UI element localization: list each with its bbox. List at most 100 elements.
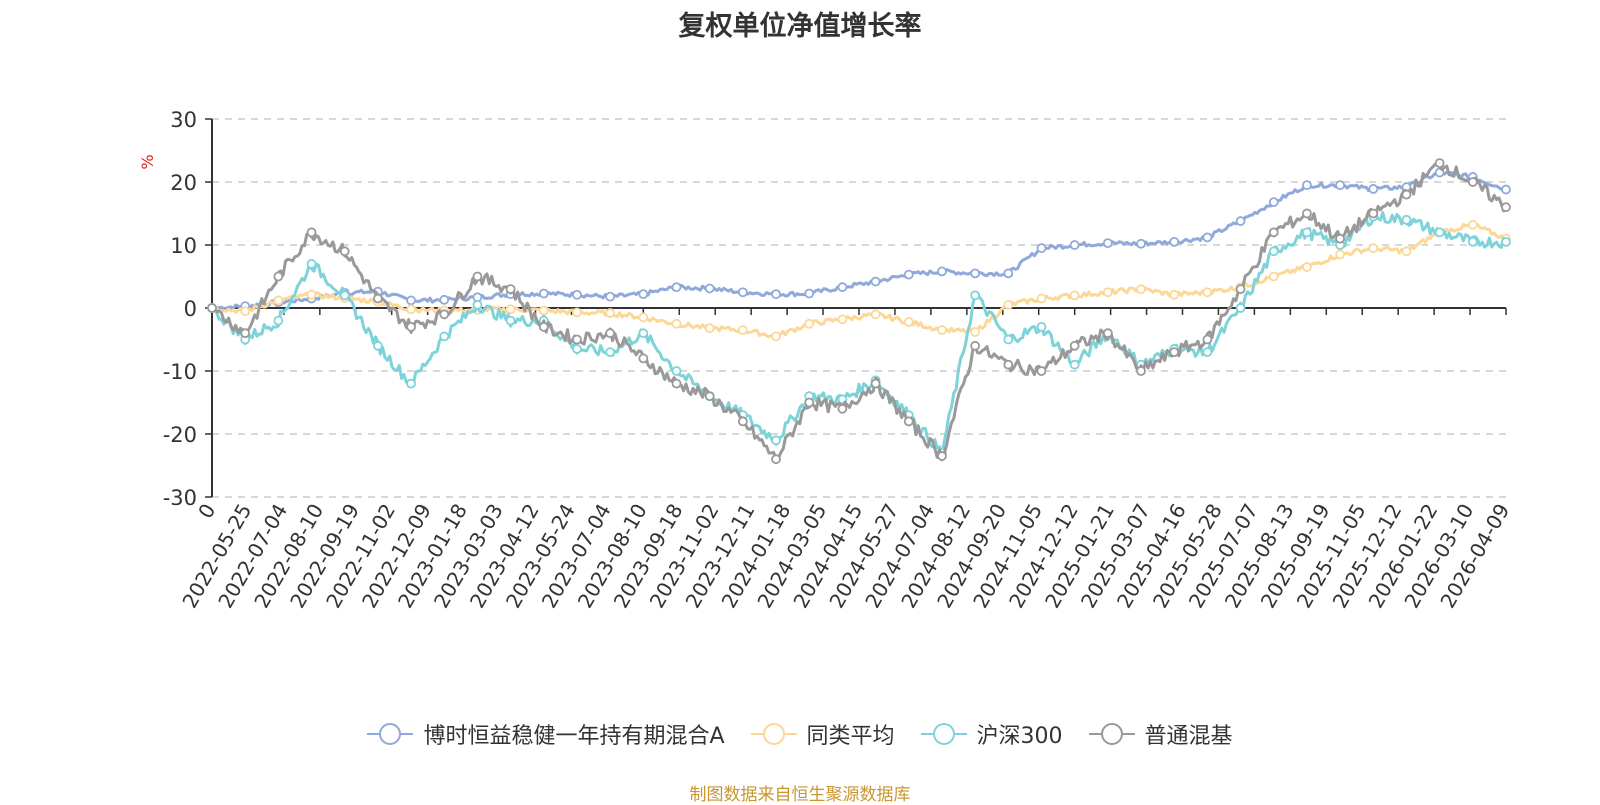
- data-point: [903, 269, 914, 280]
- data-point: [406, 321, 416, 332]
- legend-swatch: [1088, 723, 1135, 745]
- data-point: [704, 391, 715, 402]
- legend-swatch: [367, 723, 414, 745]
- series-line: [211, 161, 1508, 462]
- data-point: [1202, 334, 1213, 345]
- data-point: [273, 271, 284, 282]
- data-point: [870, 276, 881, 287]
- data-point: [1136, 238, 1146, 249]
- data-point: [1335, 180, 1346, 191]
- data-point: [1202, 287, 1213, 298]
- legend-item[interactable]: 沪深300: [920, 718, 1063, 750]
- data-point: [1335, 249, 1346, 260]
- data-point: [406, 304, 416, 315]
- data-point: [1136, 366, 1146, 376]
- data-point: [1102, 287, 1113, 298]
- data-point: [671, 282, 682, 293]
- y-tick-label: -10: [163, 360, 197, 384]
- data-point: [1003, 268, 1014, 279]
- data-point: [572, 307, 582, 318]
- data-point: [1302, 180, 1312, 191]
- legend-item[interactable]: 博时恒益稳健一年持有期混合A: [367, 718, 725, 750]
- data-point: [472, 299, 483, 310]
- data-point: [538, 305, 549, 316]
- data-point: [572, 344, 582, 354]
- y-tick-label: 0: [184, 297, 197, 321]
- data-point: [406, 295, 416, 306]
- data-point: [1368, 184, 1379, 194]
- legend-swatch: [920, 723, 967, 745]
- data-point: [1069, 340, 1080, 351]
- data-point: [1069, 359, 1080, 370]
- data-point: [671, 378, 682, 389]
- data-point: [505, 315, 516, 326]
- data-point: [572, 334, 582, 345]
- data-point: [1467, 219, 1478, 230]
- data-point: [1036, 293, 1047, 304]
- data-point: [1434, 158, 1445, 169]
- data-point: [1501, 236, 1511, 247]
- data-point: [1434, 227, 1445, 238]
- data-point: [1368, 243, 1379, 254]
- data-point: [638, 312, 649, 323]
- data-point: [903, 316, 914, 327]
- chart-legend: 博时恒益稳健一年持有期混合A 同类平均 沪深300 普通混基: [0, 718, 1600, 750]
- data-point: [737, 416, 748, 427]
- data-point: [1003, 299, 1014, 310]
- data-point: [1401, 246, 1412, 257]
- data-point: [937, 325, 947, 335]
- series-line: [211, 222, 1508, 339]
- data-point: [937, 266, 947, 277]
- legend-item[interactable]: 普通混基: [1088, 718, 1233, 750]
- data-point: [538, 321, 549, 332]
- data-point: [1169, 347, 1180, 358]
- data-point: [970, 268, 981, 279]
- data-point: [306, 258, 317, 269]
- data-point: [1302, 227, 1312, 238]
- data-point: [1003, 334, 1014, 345]
- data-point: [605, 291, 616, 302]
- data-point: [240, 328, 251, 339]
- data-point: [1335, 233, 1346, 244]
- data-point: [837, 282, 848, 293]
- series-line: [210, 211, 1508, 456]
- data-point: [1268, 197, 1279, 208]
- data-point: [1003, 359, 1014, 370]
- y-tick-label: -30: [163, 486, 197, 510]
- y-tick-label: -20: [163, 423, 197, 447]
- data-point: [1401, 189, 1412, 200]
- data-point: [1467, 236, 1478, 247]
- data-point: [1169, 289, 1180, 300]
- data-point: [1302, 262, 1312, 272]
- data-point: [339, 290, 350, 301]
- data-point: [273, 295, 284, 306]
- data-point: [505, 284, 516, 295]
- data-point: [1467, 177, 1478, 187]
- data-point: [1136, 284, 1146, 295]
- legend-label: 普通混基: [1144, 724, 1233, 749]
- data-point: [638, 353, 649, 364]
- chart-title: 复权单位净值增长率: [678, 11, 922, 42]
- data-point: [1235, 216, 1246, 226]
- data-point: [1268, 246, 1279, 257]
- data-point: [439, 294, 450, 305]
- legend-label: 沪深300: [976, 724, 1063, 749]
- data-point: [837, 403, 848, 414]
- x-axis: 02022-05-252022-07-042022-08-102022-09-1…: [177, 307, 1514, 612]
- legend-item[interactable]: 同类平均: [750, 718, 895, 750]
- y-tick-label: 20: [170, 171, 197, 195]
- legend-label: 博时恒益稳健一年持有期混合A: [423, 724, 725, 749]
- data-source-note: 制图数据来自恒生聚源数据库: [689, 785, 911, 805]
- data-point: [671, 366, 682, 376]
- data-point: [1501, 184, 1511, 195]
- data-point: [671, 318, 682, 329]
- data-point: [638, 328, 649, 339]
- y-axis-unit-label: %: [138, 154, 157, 169]
- y-tick-label: 30: [170, 108, 197, 132]
- data-point: [439, 331, 450, 342]
- data-point: [970, 290, 981, 301]
- data-point: [704, 283, 715, 294]
- data-point: [903, 416, 914, 427]
- data-point: [1235, 284, 1246, 295]
- data-point: [804, 318, 815, 329]
